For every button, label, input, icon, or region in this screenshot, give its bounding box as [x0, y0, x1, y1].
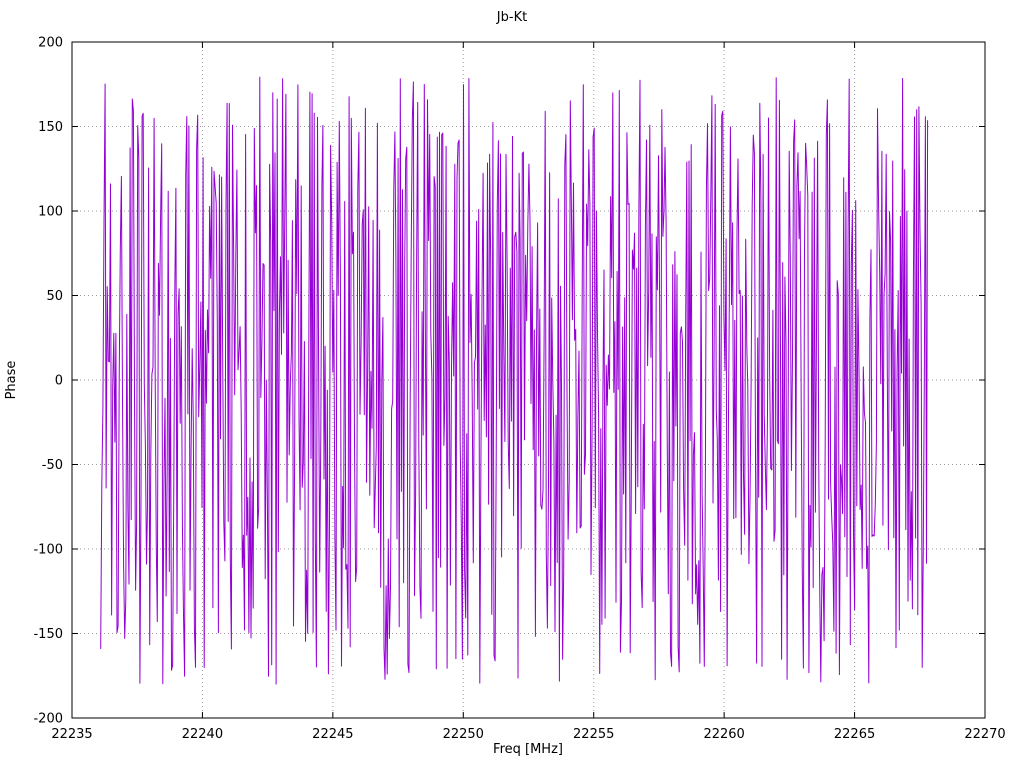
y-tick-label: -150 [33, 627, 63, 642]
x-tick-label: 22265 [834, 727, 875, 742]
axis-ticks [71, 41, 986, 719]
x-tick-labels: 22235 22240 22245 22250 22255 22260 22265 22270 [51, 727, 1005, 742]
y-tick-label: 100 [38, 205, 63, 220]
y-tick-label: -50 [42, 458, 63, 473]
x-axis-label: Freq [MHz] [493, 742, 563, 757]
y-tick-labels: -200 -150 -100 -50 0 50 100 150 200 [33, 36, 63, 727]
y-tick-label: -200 [33, 712, 63, 727]
x-tick-label: 22240 [182, 727, 223, 742]
x-tick-label: 22260 [703, 727, 744, 742]
y-tick-label: 200 [38, 36, 63, 51]
y-tick-label: -100 [33, 543, 63, 558]
y-tick-label: 0 [55, 374, 63, 389]
phase-series-line [100, 76, 929, 685]
x-tick-label: 22255 [573, 727, 614, 742]
x-tick-label: 22250 [443, 727, 484, 742]
x-tick-label: 22235 [51, 727, 92, 742]
x-tick-label: 22245 [312, 727, 353, 742]
y-tick-label: 50 [46, 289, 63, 304]
plot-title: Jb-Kt [496, 10, 527, 25]
y-tick-label: 150 [38, 120, 63, 135]
x-tick-label: 22270 [964, 727, 1005, 742]
y-axis-label: Phase [4, 361, 19, 400]
